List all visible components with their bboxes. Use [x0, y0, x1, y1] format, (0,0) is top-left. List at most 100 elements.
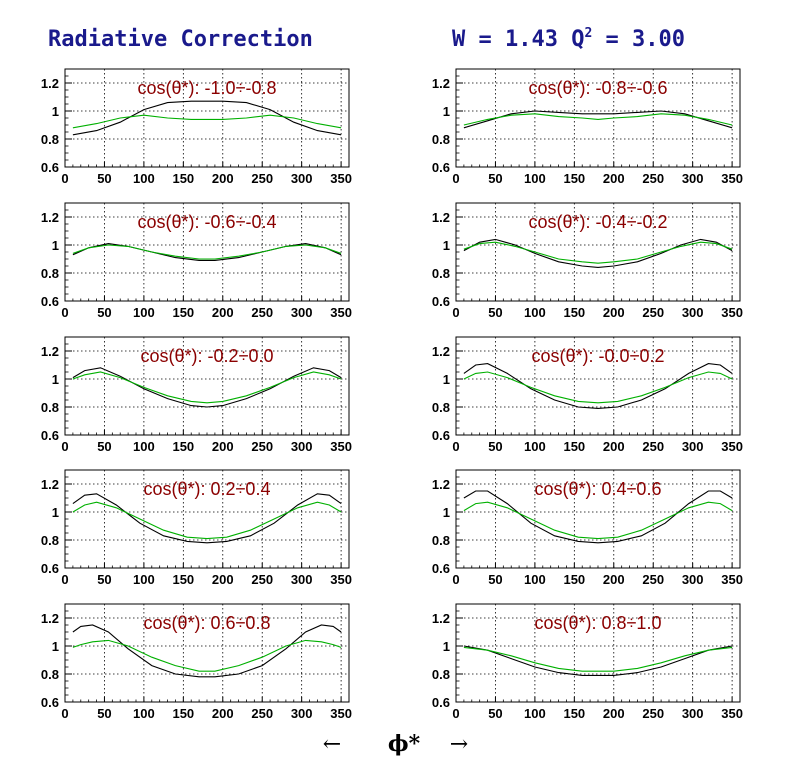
y-tick-label: 1.2: [432, 76, 450, 91]
right-arrow-label: →: [450, 732, 468, 757]
x-tick-label: 50: [488, 439, 502, 454]
x-tick-label: 50: [488, 572, 502, 587]
x-tick-label: 300: [291, 171, 313, 186]
x-tick-label: 150: [563, 706, 585, 721]
x-tick-label: 150: [563, 171, 585, 186]
x-tick-label: 100: [133, 572, 155, 587]
x-tick-label: 100: [524, 706, 546, 721]
y-tick-label: 1.2: [41, 76, 59, 91]
y-tick-label: 0.6: [41, 428, 59, 443]
panel-6: 0 50 100 150 200 250 300 350 0.6 0.8 1 1.2 cos(θ*): …: [432, 336, 743, 454]
x-tick-label: 350: [721, 572, 743, 587]
x-tick-label: 100: [524, 171, 546, 186]
series-line-1: [463, 238, 733, 268]
x-tick-label: 200: [603, 305, 625, 320]
x-tick-label: 300: [291, 706, 313, 721]
x-tick-label: 200: [212, 706, 234, 721]
y-tick-label: 0.8: [41, 533, 59, 548]
x-tick-label: 200: [212, 171, 234, 186]
x-tick-label: 0: [61, 305, 68, 320]
x-tick-label: 150: [563, 305, 585, 320]
y-tick-label: 0.6: [432, 160, 450, 175]
y-tick-label: 0.8: [432, 132, 450, 147]
panel-8: 0 50 100 150 200 250 300 350 0.6 0.8 1 1.2 cos(θ*): …: [432, 469, 743, 587]
x-tick-label: 200: [603, 171, 625, 186]
panel-3: 0 50 100 150 200 250 300 350 0.6 0.8 1 1.2 cos(θ*): …: [41, 202, 352, 320]
series-line-1: [72, 624, 342, 678]
x-tick-label: 350: [330, 572, 352, 587]
plot-frame: [64, 68, 350, 168]
x-tick-label: 300: [291, 305, 313, 320]
series-line-2: [72, 114, 342, 129]
x-tick-label: 300: [682, 439, 704, 454]
series-line-1: [463, 110, 733, 129]
panel-title: cos(θ*): 0.6÷0.8: [144, 613, 271, 633]
series-line-1: [463, 645, 733, 676]
plot-frame: [64, 336, 350, 436]
x-tick-label: 350: [721, 439, 743, 454]
plot-frame: [455, 202, 741, 302]
y-tick-label: 1.2: [41, 477, 59, 492]
x-tick-label: 150: [563, 439, 585, 454]
x-tick-label: 0: [61, 439, 68, 454]
x-tick-label: 50: [97, 171, 111, 186]
x-tick-label: 150: [172, 706, 194, 721]
x-tick-label: 250: [251, 706, 273, 721]
x-tick-label: 250: [251, 171, 273, 186]
x-tick-label: 200: [212, 305, 234, 320]
x-tick-label: 100: [524, 305, 546, 320]
panel-title: cos(θ*): -0.4÷-0.2: [529, 212, 668, 232]
series-line-1: [72, 243, 342, 261]
x-tick-label: 0: [61, 171, 68, 186]
y-tick-label: 1.2: [432, 477, 450, 492]
panel-title: cos(θ*): 0.2÷0.4: [144, 479, 271, 499]
x-tick-label: 300: [682, 572, 704, 587]
y-tick-label: 1: [52, 372, 59, 387]
x-tick-label: 150: [172, 439, 194, 454]
x-tick-label: 350: [330, 706, 352, 721]
x-tick-label: 0: [452, 572, 459, 587]
series-line-1: [463, 363, 733, 409]
plot-frame: [455, 336, 741, 436]
y-tick-label: 1: [52, 639, 59, 654]
series-line-1: [72, 100, 342, 136]
y-tick-label: 1: [52, 104, 59, 119]
kinematics-exponent: 2: [584, 26, 592, 41]
x-tick-label: 100: [133, 439, 155, 454]
series-line-2: [72, 639, 342, 672]
y-tick-label: 0.6: [432, 428, 450, 443]
series-line-2: [463, 241, 733, 264]
y-tick-label: 1: [443, 372, 450, 387]
y-tick-label: 0.8: [41, 132, 59, 147]
x-tick-label: 300: [682, 171, 704, 186]
series-line-2: [463, 646, 733, 672]
panel-1: 0 50 100 150 200 250 300 350 0.6 0.8 1 1.2 cos(θ*): …: [41, 68, 352, 186]
panel-5: 0 50 100 150 200 250 300 350 0.6 0.8 1 1.2 cos(θ*): …: [41, 336, 352, 454]
series-line-1: [72, 493, 342, 544]
x-tick-label: 200: [603, 572, 625, 587]
x-tick-label: 0: [452, 305, 459, 320]
y-tick-label: 1: [443, 639, 450, 654]
plot-frame: [64, 469, 350, 569]
series-line-2: [463, 371, 733, 404]
x-tick-label: 150: [172, 572, 194, 587]
panel-7: 0 50 100 150 200 250 300 350 0.6 0.8 1 1.2 cos(θ*): …: [41, 469, 352, 587]
x-tick-label: 50: [97, 706, 111, 721]
y-tick-label: 0.8: [41, 400, 59, 415]
x-tick-label: 100: [524, 572, 546, 587]
x-tick-label: 300: [291, 572, 313, 587]
y-tick-label: 0.8: [41, 266, 59, 281]
plot-frame: [455, 68, 741, 168]
x-tick-label: 200: [212, 439, 234, 454]
y-tick-label: 1: [443, 104, 450, 119]
plot-frame: [64, 202, 350, 302]
kinematics-label: W = 1.43 Q2 = 3.00: [452, 26, 685, 52]
svg-text:W = 1.43 Q2 = 3.00: W = 1.43 Q2 = 3.00: [452, 26, 685, 52]
x-tick-label: 0: [61, 572, 68, 587]
x-tick-label: 150: [172, 171, 194, 186]
y-tick-label: 1.2: [432, 611, 450, 626]
x-axis-label: ϕ*: [388, 731, 421, 757]
y-tick-label: 0.8: [432, 400, 450, 415]
